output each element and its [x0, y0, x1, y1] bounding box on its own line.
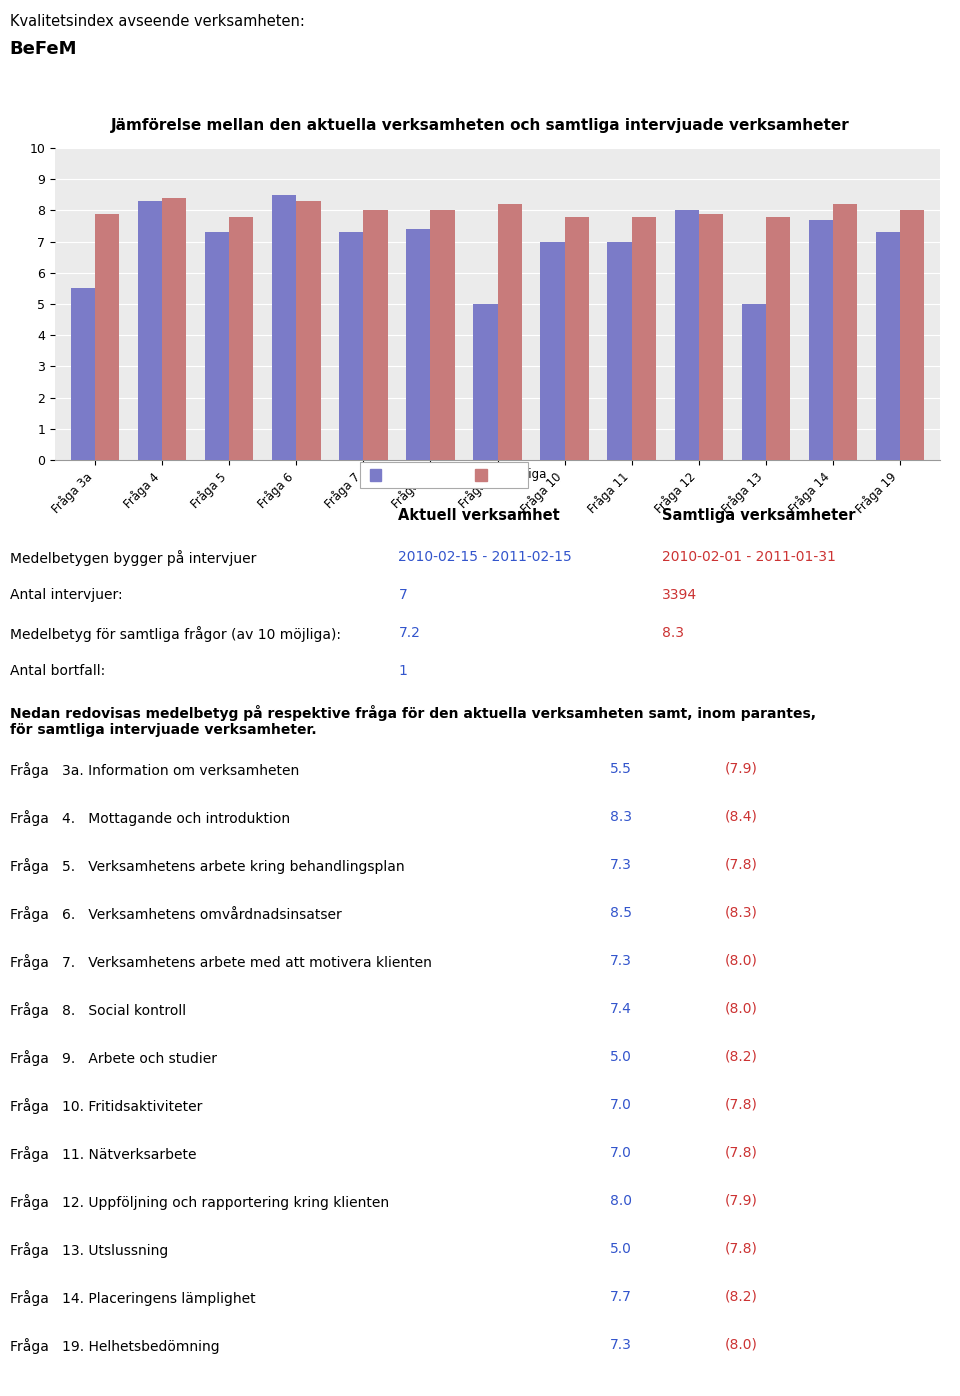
Text: 8.3: 8.3: [610, 810, 632, 824]
Text: (7.8): (7.8): [725, 1242, 757, 1256]
Text: BeFeM: BeFeM: [389, 469, 427, 482]
Text: Fråga   13. Utslussning: Fråga 13. Utslussning: [10, 1242, 168, 1258]
Bar: [364, 211, 388, 461]
Text: 7.3: 7.3: [610, 1337, 632, 1351]
Bar: [741, 304, 766, 461]
Text: Fråga   14. Placeringens lämplighet: Fråga 14. Placeringens lämplighet: [10, 1290, 255, 1305]
Bar: [95, 214, 119, 461]
Bar: [406, 229, 430, 461]
Text: Antal bortfall:: Antal bortfall:: [10, 664, 105, 678]
Text: Medelbetygen bygger på intervjuer: Medelbetygen bygger på intervjuer: [10, 550, 256, 565]
Bar: [339, 232, 364, 461]
Bar: [430, 211, 455, 461]
Bar: [229, 216, 253, 461]
Text: 7.3: 7.3: [610, 859, 632, 872]
Bar: [900, 211, 924, 461]
Text: Fråga   7.   Verksamhetens arbete med att motivera klienten: Fråga 7. Verksamhetens arbete med att mo…: [10, 953, 431, 970]
Text: Fråga   10. Fritidsaktiviteter: Fråga 10. Fritidsaktiviteter: [10, 1099, 202, 1114]
Text: 7.7: 7.7: [610, 1290, 632, 1304]
Text: Fråga   5.   Verksamhetens arbete kring behandlingsplan: Fråga 5. Verksamhetens arbete kring beha…: [10, 859, 404, 874]
Text: Fråga   6.   Verksamhetens omvårdnadsinsatser: Fråga 6. Verksamhetens omvårdnadsinsatse…: [10, 906, 342, 921]
Text: (7.8): (7.8): [725, 1146, 757, 1160]
Bar: [297, 201, 321, 461]
Text: 2010-02-01 - 2011-01-31: 2010-02-01 - 2011-01-31: [662, 550, 836, 564]
Text: Fråga   4.   Mottagande och introduktion: Fråga 4. Mottagande och introduktion: [10, 810, 290, 826]
Bar: [608, 242, 632, 461]
Text: Antal intervjuer:: Antal intervjuer:: [10, 588, 122, 602]
Bar: [699, 214, 723, 461]
Text: 7.4: 7.4: [610, 1002, 632, 1016]
Text: 2010-02-15 - 2011-02-15: 2010-02-15 - 2011-02-15: [398, 550, 572, 564]
Text: 7.0: 7.0: [610, 1099, 632, 1113]
Text: (7.8): (7.8): [725, 1099, 757, 1113]
Text: Fråga   3a. Information om verksamheten: Fråga 3a. Information om verksamheten: [10, 762, 299, 778]
Text: 7.2: 7.2: [398, 625, 420, 639]
Bar: [273, 195, 297, 461]
Text: (7.9): (7.9): [725, 1194, 757, 1208]
Bar: [766, 216, 790, 461]
Text: (7.9): (7.9): [725, 762, 757, 776]
Text: 5.0: 5.0: [610, 1242, 632, 1256]
Bar: [808, 219, 832, 461]
Text: Nedan redovisas medelbetyg på respektive fråga för den aktuella verksamheten sam: Nedan redovisas medelbetyg på respektive…: [10, 705, 816, 720]
Bar: [540, 242, 564, 461]
Text: (8.0): (8.0): [725, 1002, 757, 1016]
Text: (8.2): (8.2): [725, 1290, 757, 1304]
Text: 5.0: 5.0: [610, 1050, 632, 1064]
Text: (7.8): (7.8): [725, 859, 757, 872]
Text: Fråga   12. Uppföljning och rapportering kring klienten: Fråga 12. Uppföljning och rapportering k…: [10, 1194, 389, 1210]
Bar: [497, 204, 521, 461]
Text: 7.3: 7.3: [610, 953, 632, 967]
Text: (8.0): (8.0): [725, 1337, 757, 1351]
Text: 8.5: 8.5: [610, 906, 632, 920]
Bar: [473, 304, 497, 461]
Text: 3394: 3394: [662, 588, 698, 602]
Text: Fråga   9.   Arbete och studier: Fråga 9. Arbete och studier: [10, 1050, 217, 1067]
Text: (8.3): (8.3): [725, 906, 757, 920]
Text: Samtliga verksamheter: Samtliga verksamheter: [662, 508, 856, 524]
Text: (8.2): (8.2): [725, 1050, 757, 1064]
Text: Aktuell verksamhet: Aktuell verksamhet: [398, 508, 560, 524]
Bar: [71, 289, 95, 461]
Text: 5.5: 5.5: [610, 762, 632, 776]
Text: Kvalitetsindex avseende verksamheten:: Kvalitetsindex avseende verksamheten:: [10, 14, 304, 29]
Text: (8.0): (8.0): [725, 953, 757, 967]
Bar: [138, 201, 162, 461]
Text: Jämförelse mellan den aktuella verksamheten och samtliga intervjuade verksamhete: Jämförelse mellan den aktuella verksamhe…: [110, 119, 850, 133]
Text: 7: 7: [398, 588, 407, 602]
Text: Fråga   8.   Social kontroll: Fråga 8. Social kontroll: [10, 1002, 185, 1018]
Bar: [832, 204, 857, 461]
Text: 7.0: 7.0: [610, 1146, 632, 1160]
Text: Fråga   19. Helhetsbedömning: Fråga 19. Helhetsbedömning: [10, 1337, 219, 1354]
Bar: [675, 211, 699, 461]
Text: 1: 1: [398, 664, 407, 678]
Text: 8.0: 8.0: [610, 1194, 632, 1208]
Text: 8.3: 8.3: [662, 625, 684, 639]
Text: BeFeM: BeFeM: [10, 40, 77, 59]
Text: Medelbetyg för samtliga frågor (av 10 möjliga):: Medelbetyg för samtliga frågor (av 10 mö…: [10, 625, 341, 642]
Bar: [162, 198, 186, 461]
Bar: [632, 216, 656, 461]
Bar: [205, 232, 229, 461]
Bar: [876, 232, 900, 461]
Bar: [564, 216, 588, 461]
Text: Samtliga: Samtliga: [494, 469, 547, 482]
Text: Fråga   11. Nätverksarbete: Fråga 11. Nätverksarbete: [10, 1146, 196, 1161]
Text: för samtliga intervjuade verksamheter.: för samtliga intervjuade verksamheter.: [10, 723, 316, 737]
Text: (8.4): (8.4): [725, 810, 757, 824]
